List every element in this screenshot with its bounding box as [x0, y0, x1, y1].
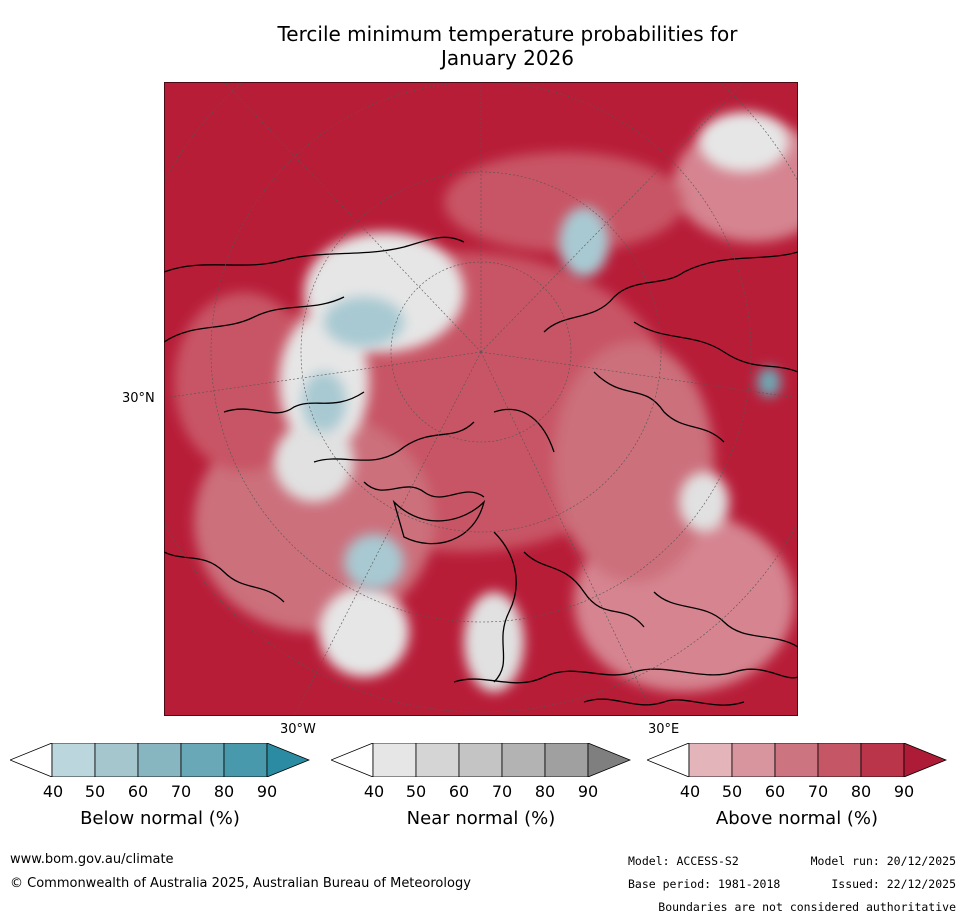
- probability-map: [164, 82, 798, 716]
- colorbar-extend-low: [331, 743, 374, 777]
- tick-label: 50: [84, 782, 106, 801]
- tick-label: 60: [127, 782, 149, 801]
- colorbar-bin: [688, 743, 733, 777]
- colorbar-below-title: Below normal (%): [80, 808, 240, 829]
- tick-label: 40: [42, 782, 64, 801]
- tick-label: 80: [213, 782, 235, 801]
- colorbar-bin: [544, 743, 589, 777]
- colorbar-bin: [731, 743, 776, 777]
- tick-label: 80: [850, 782, 872, 801]
- colorbar-bin: [372, 743, 417, 777]
- colorbar-bin: [860, 743, 905, 777]
- graticule: [164, 82, 798, 716]
- colorbar-extend-high: [903, 743, 947, 777]
- colorbar-bin: [51, 743, 96, 777]
- colorbar-near-title: Near normal (%): [406, 808, 556, 829]
- tick-label: 90: [893, 782, 915, 801]
- colorbar-bin: [774, 743, 819, 777]
- footer-base-period: Base period: 1981-2018: [628, 877, 781, 891]
- colorbar-extend-low: [647, 743, 690, 777]
- tick-label: 70: [491, 782, 513, 801]
- coastlines: [164, 236, 798, 706]
- colorbar-below-normal: [10, 743, 310, 777]
- colorbar-bin: [501, 743, 546, 777]
- footer-disclaimer: Boundaries are not considered authoritat…: [658, 900, 956, 914]
- tick-label: 90: [577, 782, 599, 801]
- footer-copyright: © Commonwealth of Australia 2025, Austra…: [10, 876, 471, 891]
- tick-label: 70: [170, 782, 192, 801]
- title-line-2: January 2026: [440, 46, 575, 70]
- tick-label: 40: [679, 782, 701, 801]
- lon-label-30w: 30°W: [280, 722, 316, 737]
- colorbar-near-normal: [331, 743, 631, 777]
- colorbar-bin: [137, 743, 182, 777]
- tick-label: 70: [807, 782, 829, 801]
- colorbar-above-normal: [647, 743, 947, 777]
- colorbar-extend-high: [266, 743, 310, 777]
- tick-label: 80: [534, 782, 556, 801]
- tick-label: 40: [363, 782, 385, 801]
- colorbar-bin: [817, 743, 862, 777]
- footer-issued: Issued: 22/12/2025: [831, 877, 956, 891]
- colorbar-extend-high: [587, 743, 631, 777]
- lat-label-30n: 30°N: [122, 391, 155, 406]
- chart-title: Tercile minimum temperature probabilitie…: [160, 22, 855, 70]
- colorbar-above-title: Above normal (%): [715, 808, 879, 829]
- colorbar-bin: [415, 743, 460, 777]
- footer-model-run: Model run: 20/12/2025: [810, 854, 956, 868]
- colorbar-bin: [180, 743, 225, 777]
- colorbar-bin: [458, 743, 503, 777]
- colorbar-bin: [223, 743, 268, 777]
- tick-label: 90: [256, 782, 278, 801]
- colorbar-extend-low: [10, 743, 53, 777]
- footer-url[interactable]: www.bom.gov.au/climate: [10, 852, 174, 867]
- footer-model: Model: ACCESS-S2: [628, 854, 739, 868]
- title-line-1: Tercile minimum temperature probabilitie…: [277, 22, 738, 46]
- tick-label: 60: [764, 782, 786, 801]
- above-normal-light-bands: [174, 122, 798, 692]
- map-svg: [164, 82, 798, 716]
- tick-label: 60: [448, 782, 470, 801]
- tick-label: 50: [721, 782, 743, 801]
- colorbar-bin: [94, 743, 139, 777]
- tick-label: 50: [405, 782, 427, 801]
- lon-label-30e: 30°E: [648, 722, 680, 737]
